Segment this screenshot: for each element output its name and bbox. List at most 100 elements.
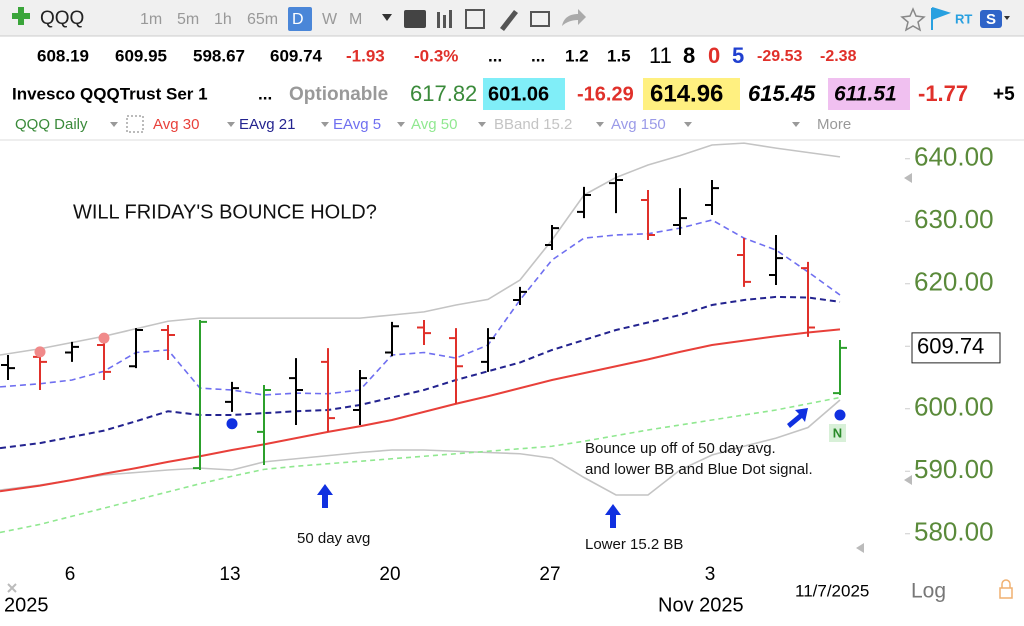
- flag-icon[interactable]: [931, 7, 952, 30]
- interval-dropdown[interactable]: [382, 14, 392, 21]
- legend-entry[interactable]: EAvg 5: [333, 116, 381, 133]
- info-field: ...: [258, 84, 272, 103]
- quote-field: -1.93: [346, 46, 385, 65]
- indicator-line: [0, 142, 841, 356]
- interval-button[interactable]: 5m: [177, 11, 199, 28]
- info-field: -1.77: [918, 81, 968, 106]
- info-field: Invesco QQQTrust Ser 1: [12, 84, 208, 103]
- legend-dropdown[interactable]: [478, 122, 486, 127]
- signal-badge: [829, 424, 846, 442]
- add-icon[interactable]: [12, 7, 30, 25]
- legend-entry[interactable]: Avg 30: [153, 116, 199, 133]
- x-tick-label: 27: [539, 564, 560, 585]
- favorite-icon[interactable]: [900, 7, 926, 32]
- info-field: 614.96: [650, 80, 723, 107]
- quote-highlight: [483, 78, 565, 110]
- symbol-label[interactable]: QQQ Daily: [15, 116, 88, 133]
- more-button[interactable]: More: [817, 116, 851, 133]
- signal-dot: [834, 409, 846, 421]
- interval-selected[interactable]: [288, 7, 312, 31]
- quote-field: -29.53: [757, 48, 802, 65]
- legend-entry[interactable]: EAvg 21: [239, 116, 295, 133]
- x-tick-label: 13: [219, 564, 240, 585]
- x-tick-label: 20: [379, 564, 400, 585]
- quote-field: 11: [649, 43, 672, 68]
- quote-field: 598.67: [193, 46, 245, 65]
- legend-dropdown[interactable]: [110, 122, 118, 127]
- last-price-label: 609.74: [917, 334, 984, 359]
- quote-field: 609.74: [270, 46, 323, 65]
- scan-dropdown[interactable]: [1004, 16, 1010, 20]
- quote-field: 0: [708, 43, 720, 68]
- info-field: 611.51: [834, 83, 897, 106]
- interval-button[interactable]: 65m: [247, 11, 278, 28]
- annotation: and lower BB and Blue Dot signal.: [585, 461, 813, 478]
- indicator-line: [0, 295, 841, 450]
- interval-button[interactable]: D: [292, 11, 304, 28]
- legend-dropdown[interactable]: [684, 122, 692, 127]
- annotation: Lower 15.2 BB: [585, 536, 683, 553]
- x-tick-label: 3: [705, 564, 716, 585]
- quote-field: ...: [488, 46, 502, 65]
- info-field: -16.29: [577, 83, 634, 105]
- symbol[interactable]: QQQ: [40, 8, 84, 29]
- scroll-indicators: [856, 173, 912, 553]
- grid-tool[interactable]: [465, 9, 485, 29]
- legend-dropdown[interactable]: [227, 122, 235, 127]
- pen-tool[interactable]: [500, 10, 518, 31]
- interval-button[interactable]: W: [322, 11, 338, 28]
- quote-field: -0.3%: [414, 46, 458, 65]
- legend-dropdown[interactable]: [321, 122, 329, 127]
- indicator-line: [0, 219, 841, 396]
- annotation-title: WILL FRIDAY'S BOUNCE HOLD?: [73, 201, 377, 223]
- indicator-line: [0, 328, 841, 493]
- info-field: Optionable: [289, 84, 388, 105]
- y-tick-label: 580.00: [914, 517, 994, 547]
- scroll-handle[interactable]: [7, 583, 17, 593]
- interval-button[interactable]: 1m: [140, 11, 162, 28]
- signal-badge-label: N: [833, 425, 842, 440]
- interval-button[interactable]: 1h: [214, 11, 232, 28]
- y-tick-label: 590.00: [914, 454, 994, 484]
- share-tool[interactable]: [562, 9, 586, 26]
- plot-area: [0, 142, 847, 534]
- legend-dropdown[interactable]: [792, 122, 800, 127]
- info-field: 601.06: [488, 83, 549, 105]
- bar-icon[interactable]: [437, 10, 452, 28]
- period-label: Nov 2025: [658, 594, 744, 616]
- info-field: 617.82: [410, 81, 477, 106]
- scan-icon-label: S: [986, 11, 996, 28]
- scan-icon[interactable]: [980, 10, 1002, 28]
- scale-toggle[interactable]: Log: [911, 580, 946, 603]
- info-field: 615.45: [748, 81, 816, 106]
- interval-button[interactable]: M: [349, 11, 362, 28]
- text-tool[interactable]: [404, 10, 426, 28]
- quote-field: ...: [531, 46, 545, 65]
- lock-icon[interactable]: [999, 579, 1013, 599]
- quote-field: 8: [683, 43, 695, 68]
- quote-field: 1.2: [565, 46, 589, 65]
- indicator-grid-icon[interactable]: [126, 115, 144, 133]
- quote-field: 5: [732, 43, 744, 68]
- annotation: Bounce up off of 50 day avg.: [585, 440, 776, 457]
- legend-dropdown[interactable]: [596, 122, 604, 127]
- legend-entry[interactable]: BBand 15.2: [494, 116, 572, 133]
- indicator-line: [0, 396, 841, 534]
- info-field: +5: [993, 84, 1015, 105]
- note-tool[interactable]: [530, 11, 550, 27]
- y-tick-label: 620.00: [914, 267, 994, 297]
- signal-dot: [34, 346, 46, 358]
- quote-highlight: [643, 78, 740, 110]
- legend-entry[interactable]: Avg 150: [611, 116, 666, 133]
- y-tick-label: 640.00: [914, 142, 994, 172]
- period-label: 2025: [4, 594, 49, 616]
- quote-field: 609.95: [115, 46, 167, 65]
- y-tick-label: 600.00: [914, 392, 994, 422]
- date-label: 11/7/2025: [795, 581, 869, 600]
- quote-highlight: [828, 78, 910, 110]
- legend-dropdown[interactable]: [397, 122, 405, 127]
- legend-entry[interactable]: Avg 50: [411, 116, 457, 133]
- indicator-line: [0, 399, 841, 496]
